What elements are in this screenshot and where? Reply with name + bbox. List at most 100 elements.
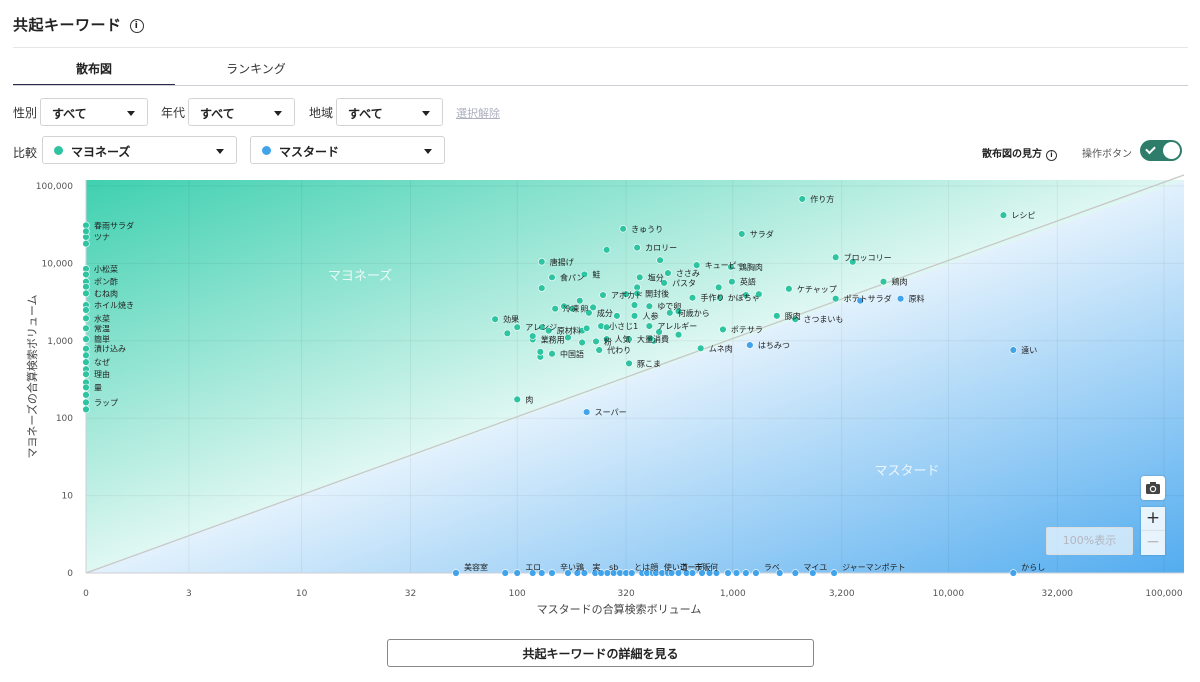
data-point: [625, 335, 633, 343]
data-point-label: 唐揚げ: [550, 257, 574, 267]
data-point-label: 顔: [650, 562, 658, 572]
data-point-label: 人気: [615, 334, 631, 344]
data-point: [849, 258, 857, 266]
x-tick-label: 100,000: [1145, 589, 1182, 599]
data-point: [582, 324, 591, 333]
data-point: [548, 273, 556, 282]
data-point: [809, 569, 817, 577]
compare-b-select[interactable]: マスタード: [250, 136, 445, 164]
data-point: [655, 328, 663, 336]
clear-selection-link[interactable]: 選択解除: [456, 107, 500, 120]
data-point: [688, 569, 697, 577]
data-point-label: 水菜: [94, 313, 110, 323]
data-point: [728, 278, 736, 286]
data-point: [82, 270, 90, 279]
data-point-label: エロ: [525, 563, 541, 572]
tab-ranking[interactable]: ランキング: [175, 60, 337, 86]
data-point: [599, 291, 607, 299]
data-point: [513, 395, 521, 404]
data-point: [830, 569, 838, 577]
data-point-label: サラダ: [750, 229, 774, 239]
data-point-label: 常温: [94, 324, 110, 333]
data-point: [633, 243, 641, 252]
data-point-label: からし: [1021, 563, 1045, 572]
data-point: [746, 341, 754, 349]
data-point-label: 小さじ1: [609, 322, 638, 331]
info-icon[interactable]: i: [129, 19, 144, 33]
data-point: [602, 246, 611, 254]
data-point: [755, 290, 763, 298]
data-point: [666, 309, 674, 317]
data-point: [513, 569, 521, 577]
data-point-label: 豚こま: [637, 359, 661, 368]
scatter-chart[interactable]: 0 3 10 32 100 320 1,000 3,200 10,000 32,000 100,00…: [0, 170, 1200, 620]
data-point-label: スーパー: [595, 408, 627, 417]
data-point-label: 春雨サラダ: [94, 220, 134, 230]
region-label: 地域: [309, 106, 334, 120]
data-point: [674, 330, 683, 339]
data-point: [573, 569, 581, 577]
info-icon: i: [1046, 150, 1057, 161]
data-point: [82, 383, 90, 392]
data-point: [82, 306, 90, 314]
data-point: [712, 569, 721, 577]
data-point: [630, 312, 639, 320]
data-point-label: 何歳から: [678, 308, 710, 318]
data-point-label: アボカド: [611, 291, 643, 300]
data-point: [619, 225, 627, 233]
camera-icon[interactable]: [1141, 476, 1165, 500]
x-tick-label: 3,200: [829, 589, 855, 599]
region-select[interactable]: すべて: [336, 98, 443, 126]
zoom-out-button[interactable]: −: [1141, 531, 1165, 555]
chevron-down-icon: [424, 149, 432, 154]
data-point: [576, 296, 584, 305]
data-point-label: 人参: [643, 311, 659, 321]
data-point: [538, 258, 546, 266]
data-point-label: 理由: [94, 369, 110, 379]
data-point: [564, 569, 572, 577]
data-point-label: ポテトサラダ: [844, 294, 892, 304]
x-axis-title: マスタードの合算検索ボリューム: [537, 602, 702, 616]
x-tick-label: 3: [186, 589, 192, 599]
gender-select[interactable]: すべて: [40, 98, 148, 126]
header-divider: [13, 47, 1188, 48]
age-select[interactable]: すべて: [188, 98, 295, 126]
zoom-in-button[interactable]: +: [1141, 507, 1165, 531]
data-point-label: 冷凍: [563, 304, 579, 314]
data-point: [82, 282, 90, 291]
data-point-label: 簡単: [94, 334, 110, 344]
data-point: [513, 323, 521, 331]
age-label: 年代: [161, 106, 186, 120]
compare-b-value: マスタード: [279, 145, 340, 159]
y-tick-label: 10,000: [42, 259, 74, 269]
data-point: [595, 346, 603, 354]
data-point: [896, 294, 905, 303]
x-tick-label: 32,000: [1042, 589, 1074, 599]
data-point-label: 鶏肉: [891, 277, 907, 287]
tab-scatter[interactable]: 散布図: [13, 60, 175, 86]
data-point: [613, 312, 621, 320]
data-point: [742, 291, 750, 299]
data-point: [791, 569, 800, 577]
data-point-label: 原材料: [557, 326, 581, 336]
data-point-label: ラベ: [764, 563, 780, 572]
mayo-region-label: マヨネーズ: [328, 268, 392, 284]
data-point: [698, 569, 706, 577]
reset-zoom-button[interactable]: 100%表示: [1046, 527, 1133, 555]
data-point-label: 鶏胸肉: [739, 262, 763, 272]
view-details-button[interactable]: 共起キーワードの詳細を見る: [387, 639, 814, 667]
data-point: [82, 289, 90, 298]
tab-scatter-label: 散布図: [75, 62, 112, 76]
data-point: [664, 269, 672, 277]
data-point-label: ラップ: [94, 398, 118, 407]
compare-a-select[interactable]: マヨネーズ: [42, 136, 237, 164]
data-point-label: ジャーマンポテト: [842, 563, 906, 572]
data-point-label: 実: [592, 562, 600, 572]
data-point: [697, 344, 705, 353]
chevron-down-icon: [216, 149, 224, 154]
operation-toggle[interactable]: [1140, 140, 1182, 161]
data-point: [82, 345, 90, 353]
scatter-howto-link[interactable]: 散布図の見方 i: [982, 145, 1057, 161]
y-axis-title: マヨネーズの合算検索ボリューム: [25, 294, 39, 458]
y-tick-label: 1,000: [47, 337, 73, 347]
